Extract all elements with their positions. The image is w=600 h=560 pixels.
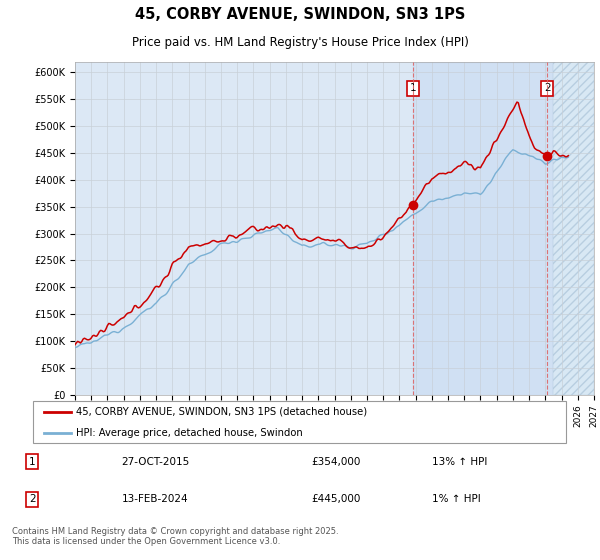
Text: 1: 1: [409, 83, 416, 94]
Text: 13-FEB-2024: 13-FEB-2024: [121, 494, 188, 505]
Text: £445,000: £445,000: [311, 494, 361, 505]
Text: 13% ↑ HPI: 13% ↑ HPI: [433, 456, 488, 466]
Bar: [413, 62, 553, 395]
Text: Price paid vs. HM Land Registry's House Price Index (HPI): Price paid vs. HM Land Registry's House …: [131, 36, 469, 49]
Text: Contains HM Land Registry data © Crown copyright and database right 2025.
This d: Contains HM Land Registry data © Crown c…: [12, 527, 338, 547]
Text: HPI: Average price, detached house, Swindon: HPI: Average price, detached house, Swin…: [76, 428, 302, 438]
Text: 45, CORBY AVENUE, SWINDON, SN3 1PS: 45, CORBY AVENUE, SWINDON, SN3 1PS: [135, 7, 465, 22]
Text: 2: 2: [544, 83, 551, 94]
FancyBboxPatch shape: [33, 401, 566, 444]
Text: 1% ↑ HPI: 1% ↑ HPI: [433, 494, 481, 505]
Text: 1: 1: [29, 456, 35, 466]
Bar: [553, 62, 594, 395]
Text: 45, CORBY AVENUE, SWINDON, SN3 1PS (detached house): 45, CORBY AVENUE, SWINDON, SN3 1PS (deta…: [76, 407, 367, 417]
Text: 27-OCT-2015: 27-OCT-2015: [121, 456, 190, 466]
Text: 2: 2: [29, 494, 35, 505]
Text: £354,000: £354,000: [311, 456, 361, 466]
